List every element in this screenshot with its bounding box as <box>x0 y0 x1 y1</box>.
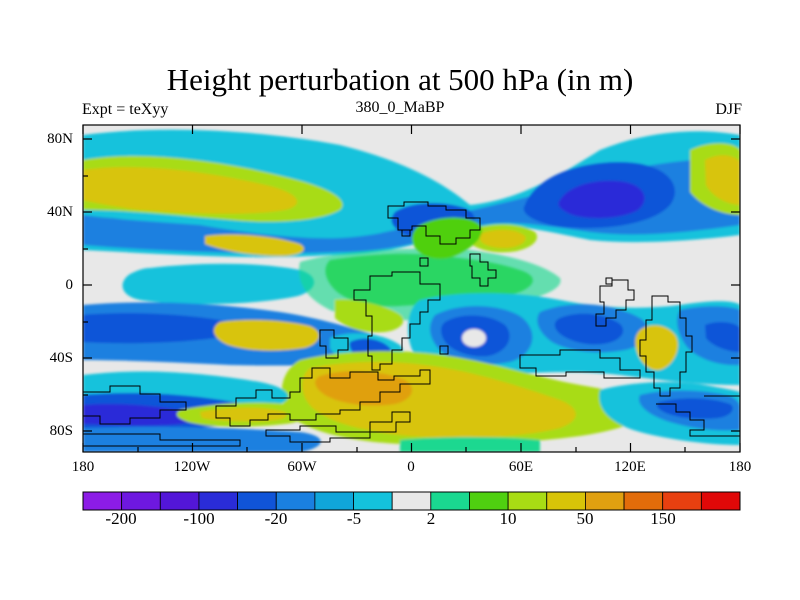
colorbar-box <box>700 491 741 511</box>
lat-label-80s: 80S <box>49 423 73 439</box>
lon-label-120e: 120E <box>614 459 646 475</box>
lon-label-180w: 180 <box>71 459 95 475</box>
axis-ticks <box>82 125 741 452</box>
colorbar-label: 150 <box>650 509 676 528</box>
lat-label-0: 0 <box>65 277 74 293</box>
colorbar-box <box>546 491 586 511</box>
lat-label-40s: 40S <box>49 350 73 366</box>
colorbar-box <box>121 491 161 511</box>
colorbar-box <box>430 491 470 511</box>
colorbar-box <box>275 491 316 511</box>
lon-label-60w: 60W <box>287 459 317 475</box>
colorbar-box <box>159 491 200 511</box>
colorbar-label: 10 <box>499 509 517 528</box>
colorbar-label: -5 <box>346 509 362 528</box>
lon-label-0: 0 <box>407 459 415 475</box>
colorbar <box>82 491 741 511</box>
colorbar-label: -200 <box>105 509 137 528</box>
colorbar-box <box>353 491 393 511</box>
lat-label-80n: 80N <box>47 131 73 147</box>
coastline-layer <box>83 201 740 447</box>
colorbar-label: -20 <box>264 509 288 528</box>
lon-label-120w: 120W <box>173 459 211 475</box>
season-label: DJF <box>715 101 742 118</box>
colorbar-box <box>314 491 354 511</box>
colorbar-box <box>469 491 509 511</box>
colorbar-label: 50 <box>576 509 594 528</box>
colorbar-box <box>391 491 432 511</box>
period-label: 380_0_MaBP <box>355 99 445 116</box>
colorbar-box <box>585 491 625 511</box>
colorbar-box <box>507 491 548 511</box>
colorbar-box <box>623 491 664 511</box>
lat-label-40n: 40N <box>47 204 73 220</box>
colorbar-label: 2 <box>426 509 436 528</box>
lon-label-180e: 180 <box>728 459 752 475</box>
contour-field <box>83 125 740 452</box>
colorbar-frame <box>82 491 741 511</box>
colorbar-box <box>82 491 123 511</box>
experiment-label: Expt = teXyy <box>82 101 169 118</box>
colorbar-box <box>237 491 277 511</box>
colorbar-box <box>198 491 238 511</box>
map-title: Height perturbation at 500 hPa (in m) <box>166 62 634 97</box>
lon-label-60e: 60E <box>508 459 534 475</box>
colorbar-label: -100 <box>183 509 215 528</box>
colorbar-box <box>662 491 702 511</box>
